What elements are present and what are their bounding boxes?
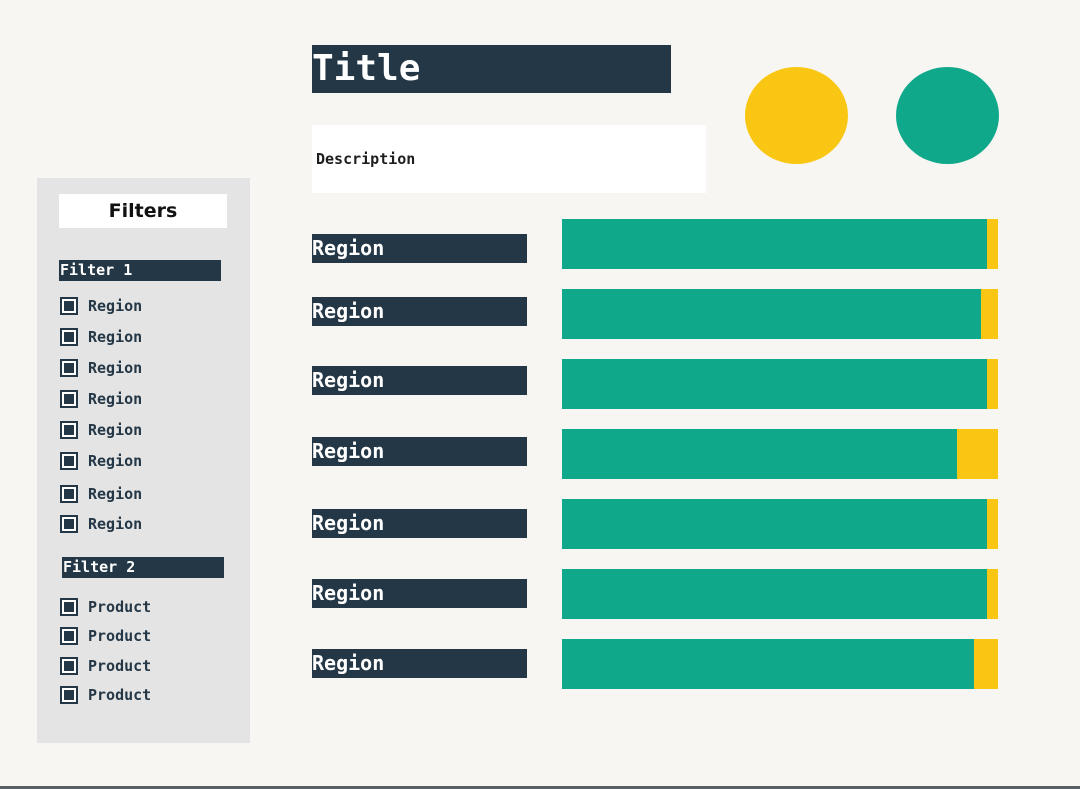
bar-segment-yellow (987, 359, 998, 409)
filter-1-option-label: Region (88, 421, 143, 439)
bottom-divider (0, 786, 1080, 789)
filters-heading: Filters (59, 194, 227, 228)
filter-1-option-label: Region (88, 328, 143, 346)
bar-row[interactable] (562, 289, 998, 339)
filter-1-label: Filter 1 (59, 260, 221, 281)
checkbox-checked-icon[interactable] (60, 390, 78, 408)
bar-segment-yellow (987, 219, 998, 269)
checkbox-checked-icon[interactable] (60, 297, 78, 315)
checkbox-checked-icon[interactable] (60, 359, 78, 377)
bar-row[interactable] (562, 639, 998, 689)
bar-row[interactable] (562, 359, 998, 409)
bar-segment-yellow (987, 499, 998, 549)
filter-2-option[interactable]: Product (60, 626, 151, 646)
filter-1-option-label: Region (88, 390, 143, 408)
checkbox-checked-icon[interactable] (60, 686, 78, 704)
filter-1-option[interactable]: Region (60, 420, 142, 440)
filter-1-option-label: Region (88, 359, 143, 377)
filter-1-option[interactable]: Region (60, 514, 142, 534)
filter-1-option[interactable]: Region (60, 484, 142, 504)
bar-segment-green (562, 289, 981, 339)
bar-segment-yellow (987, 569, 998, 619)
bar-segment-yellow (956, 429, 998, 479)
filter-1-option-label: Region (88, 452, 143, 470)
page-description: Description (312, 125, 706, 193)
category-label: Region (312, 297, 527, 326)
checkbox-checked-icon[interactable] (60, 452, 78, 470)
page-title: Title (312, 45, 671, 93)
filter-1-option[interactable]: Region (60, 327, 142, 347)
filter-2-option-label: Product (88, 657, 152, 675)
category-label: Region (312, 509, 527, 538)
filter-2-option-label: Product (88, 627, 152, 645)
filter-2-option[interactable]: Product (60, 685, 151, 705)
bar-segment-green (562, 569, 988, 619)
checkbox-checked-icon[interactable] (60, 485, 78, 503)
filter-1-option-label: Region (88, 297, 143, 315)
bar-row[interactable] (562, 219, 998, 269)
filter-2-option[interactable]: Product (60, 656, 151, 676)
filter-1-option-label: Region (88, 485, 143, 503)
bar-segment-green (562, 429, 957, 479)
checkbox-checked-icon[interactable] (60, 515, 78, 533)
category-label: Region (312, 234, 527, 263)
category-label: Region (312, 649, 527, 678)
filter-1-option[interactable]: Region (60, 389, 142, 409)
bar-segment-green (562, 499, 988, 549)
checkbox-checked-icon[interactable] (60, 598, 78, 616)
bar-segment-green (562, 359, 988, 409)
filter-1-option[interactable]: Region (60, 451, 142, 471)
filter-sidebar: Filters Filter 1 Region Region Region Regio… (37, 178, 250, 743)
filter-2-option-label: Product (88, 686, 152, 704)
bar-segment-yellow (974, 639, 998, 689)
category-label: Region (312, 366, 527, 395)
checkbox-checked-icon[interactable] (60, 421, 78, 439)
kpi-circle-yellow[interactable] (745, 67, 848, 164)
bar-segment-green (562, 219, 988, 269)
category-label: Region (312, 579, 527, 608)
filter-1-option-label: Region (88, 515, 143, 533)
filter-1-option[interactable]: Region (60, 358, 142, 378)
filter-2-option-label: Product (88, 598, 152, 616)
kpi-circle-green[interactable] (896, 67, 999, 164)
checkbox-checked-icon[interactable] (60, 657, 78, 675)
checkbox-checked-icon[interactable] (60, 328, 78, 346)
bar-segment-yellow (980, 289, 998, 339)
filter-2-option[interactable]: Product (60, 597, 151, 617)
category-label: Region (312, 437, 527, 466)
filter-2-label: Filter 2 (62, 557, 224, 578)
bar-row[interactable] (562, 499, 998, 549)
filter-1-option[interactable]: Region (60, 296, 142, 316)
bar-row[interactable] (562, 429, 998, 479)
bar-segment-green (562, 639, 975, 689)
checkbox-checked-icon[interactable] (60, 627, 78, 645)
bar-row[interactable] (562, 569, 998, 619)
